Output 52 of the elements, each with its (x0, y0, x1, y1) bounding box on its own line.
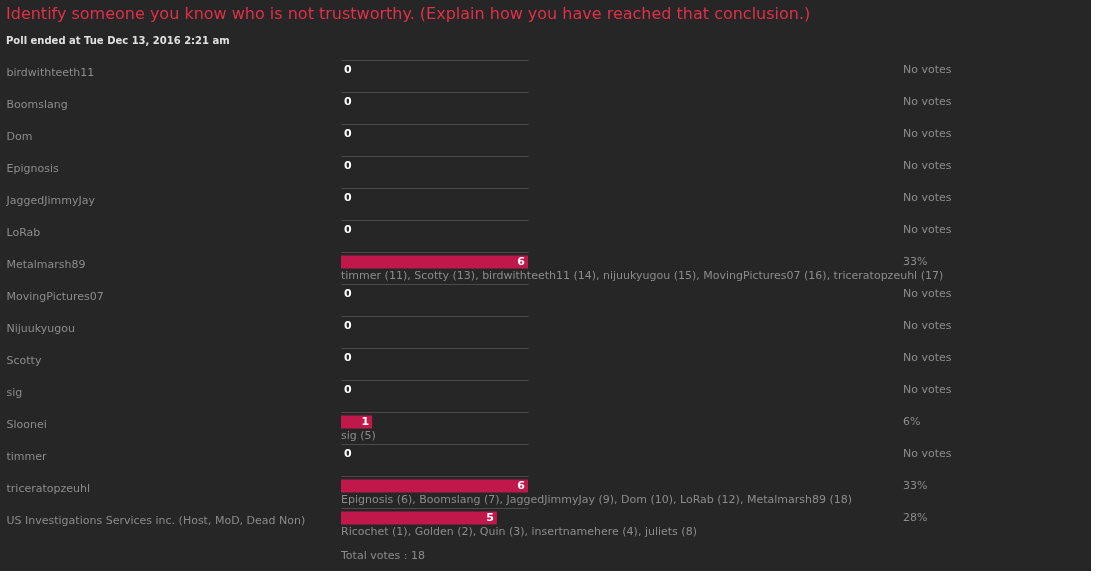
text: No votes (903, 191, 952, 204)
text: No votes (903, 63, 952, 76)
data-label: 0 (344, 351, 352, 364)
y-tick-label: Boomslang (6, 98, 68, 111)
annotation: Ricochet (1), Golden (2), Quin (3), insertnamehere (4), juliets (8) (341, 525, 697, 538)
annotation: sig (5) (341, 429, 376, 442)
text: No votes (903, 95, 952, 108)
annotation: Epignosis (6), Boomslang (7), JaggedJimmyJay (9), Dom (10), LoRab (12), Metalmarsh89 (18) (341, 493, 853, 506)
data-label: 0 (344, 159, 352, 172)
data-label: 0 (344, 191, 352, 204)
y-tick-label: LoRab (6, 226, 41, 239)
text: No votes (903, 447, 952, 460)
y-tick-label: Epignosis (6, 162, 59, 175)
data-label: 0 (344, 319, 352, 332)
data-label: 0 (344, 287, 352, 300)
text: 33% (903, 255, 928, 268)
data-label: 0 (344, 447, 352, 460)
text: No votes (903, 351, 952, 364)
text: Poll ended at Tue Dec 13, 2016 2:21 am (6, 35, 230, 46)
chart-title: Identify someone you know who is not trustworthy. (Explain how you have reached that conclusion.) (6, 4, 811, 23)
data-label: 6 (517, 255, 526, 268)
text: 33% (903, 479, 928, 492)
y-tick-label: sig (6, 386, 23, 399)
y-tick-label: Dom (6, 130, 33, 143)
y-tick-label: Scotty (6, 354, 42, 367)
text: No votes (903, 159, 952, 172)
text: No votes (903, 287, 952, 300)
text: No votes (903, 223, 952, 236)
data-label: 6 (517, 479, 526, 492)
text: 6% (903, 415, 921, 428)
data-label: 5 (486, 511, 494, 524)
y-tick-label: JaggedJimmyJay (5, 194, 96, 207)
text: 28% (903, 511, 928, 524)
text: Total votes : 18 (340, 549, 425, 562)
data-label: 1 (361, 415, 370, 428)
text: No votes (903, 383, 952, 396)
y-tick-label: Sloonei (6, 418, 47, 431)
data-label: 0 (344, 223, 352, 236)
y-tick-label: MovingPictures07 (6, 290, 104, 303)
y-tick-label: triceratopzeuhl (6, 482, 91, 495)
data-label: 0 (344, 127, 352, 140)
data-label: 0 (344, 95, 352, 108)
annotation: timmer (11), Scotty (13), birdwithteeth11 (14), nijuukyugou (15), MovingPictures07 (16), triceratopzeuhl (17) (341, 269, 944, 282)
y-tick-label: Metalmarsh89 (6, 258, 86, 271)
data-label: 0 (344, 383, 352, 396)
text: No votes (903, 127, 952, 140)
y-tick-label: birdwithteeth11 (6, 66, 95, 79)
y-tick-label: timmer (6, 450, 48, 463)
y-tick-label: US Investigations Services inc. (Host, MoD, Dead Non) (6, 514, 306, 527)
text: No votes (903, 319, 952, 332)
y-tick-label: Nijuukyugou (6, 322, 75, 335)
data-label: 0 (344, 63, 352, 76)
